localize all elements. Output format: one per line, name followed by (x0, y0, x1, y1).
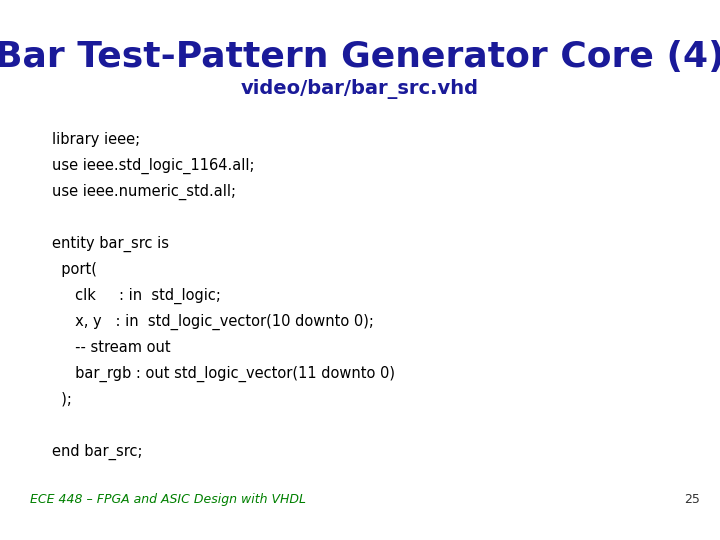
Text: entity bar_src is: entity bar_src is (52, 236, 168, 252)
Text: end bar_src;: end bar_src; (52, 443, 143, 460)
Text: );: ); (52, 392, 72, 407)
Text: -- stream out: -- stream out (52, 340, 171, 355)
Text: clk     : in  std_logic;: clk : in std_logic; (52, 288, 221, 304)
Text: use ieee.std_logic_1164.all;: use ieee.std_logic_1164.all; (52, 158, 254, 174)
Text: Bar Test-Pattern Generator Core (4): Bar Test-Pattern Generator Core (4) (0, 40, 720, 73)
Text: port(: port( (52, 262, 96, 277)
Text: bar_rgb : out std_logic_vector(11 downto 0): bar_rgb : out std_logic_vector(11 downto… (52, 366, 395, 382)
Text: ECE 448 – FPGA and ASIC Design with VHDL: ECE 448 – FPGA and ASIC Design with VHDL (30, 493, 306, 506)
Text: x, y   : in  std_logic_vector(10 downto 0);: x, y : in std_logic_vector(10 downto 0); (52, 314, 374, 330)
Text: use ieee.numeric_std.all;: use ieee.numeric_std.all; (52, 184, 236, 200)
Text: 25: 25 (684, 493, 700, 506)
Text: library ieee;: library ieee; (52, 132, 140, 147)
Text: video/bar/bar_src.vhd: video/bar/bar_src.vhd (241, 79, 479, 99)
